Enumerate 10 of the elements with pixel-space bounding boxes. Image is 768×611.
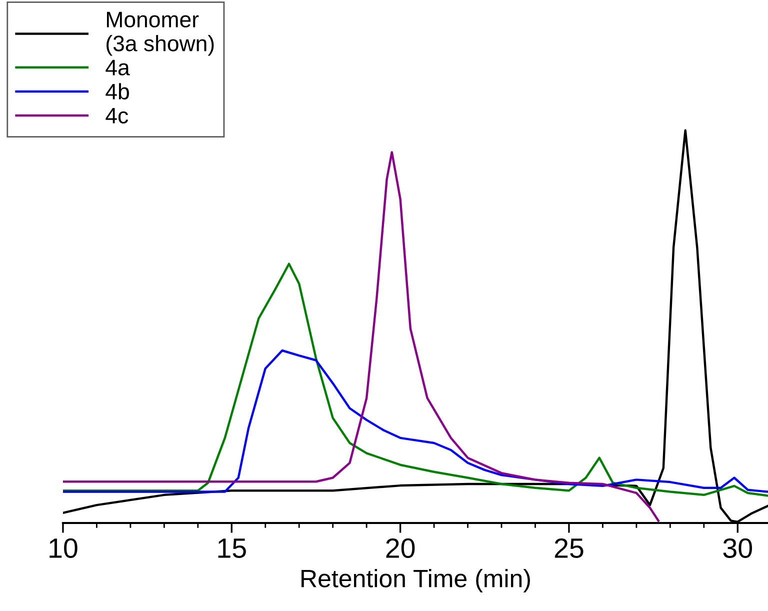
legend-label: Monomer (3a shown) (106, 12, 214, 56)
x-tick-label: 30 (723, 538, 752, 558)
x-axis-title: Retention Time (min) (302, 569, 530, 592)
x-tick-label: 10 (50, 538, 78, 558)
x-tick-label: 15 (218, 538, 246, 558)
legend-label: 4b (106, 83, 129, 100)
x-tick-label: 20 (386, 538, 415, 558)
legend-label: 4c (106, 108, 128, 124)
x-tick-label: 25 (554, 538, 584, 558)
legend-label: 4a (106, 60, 130, 76)
